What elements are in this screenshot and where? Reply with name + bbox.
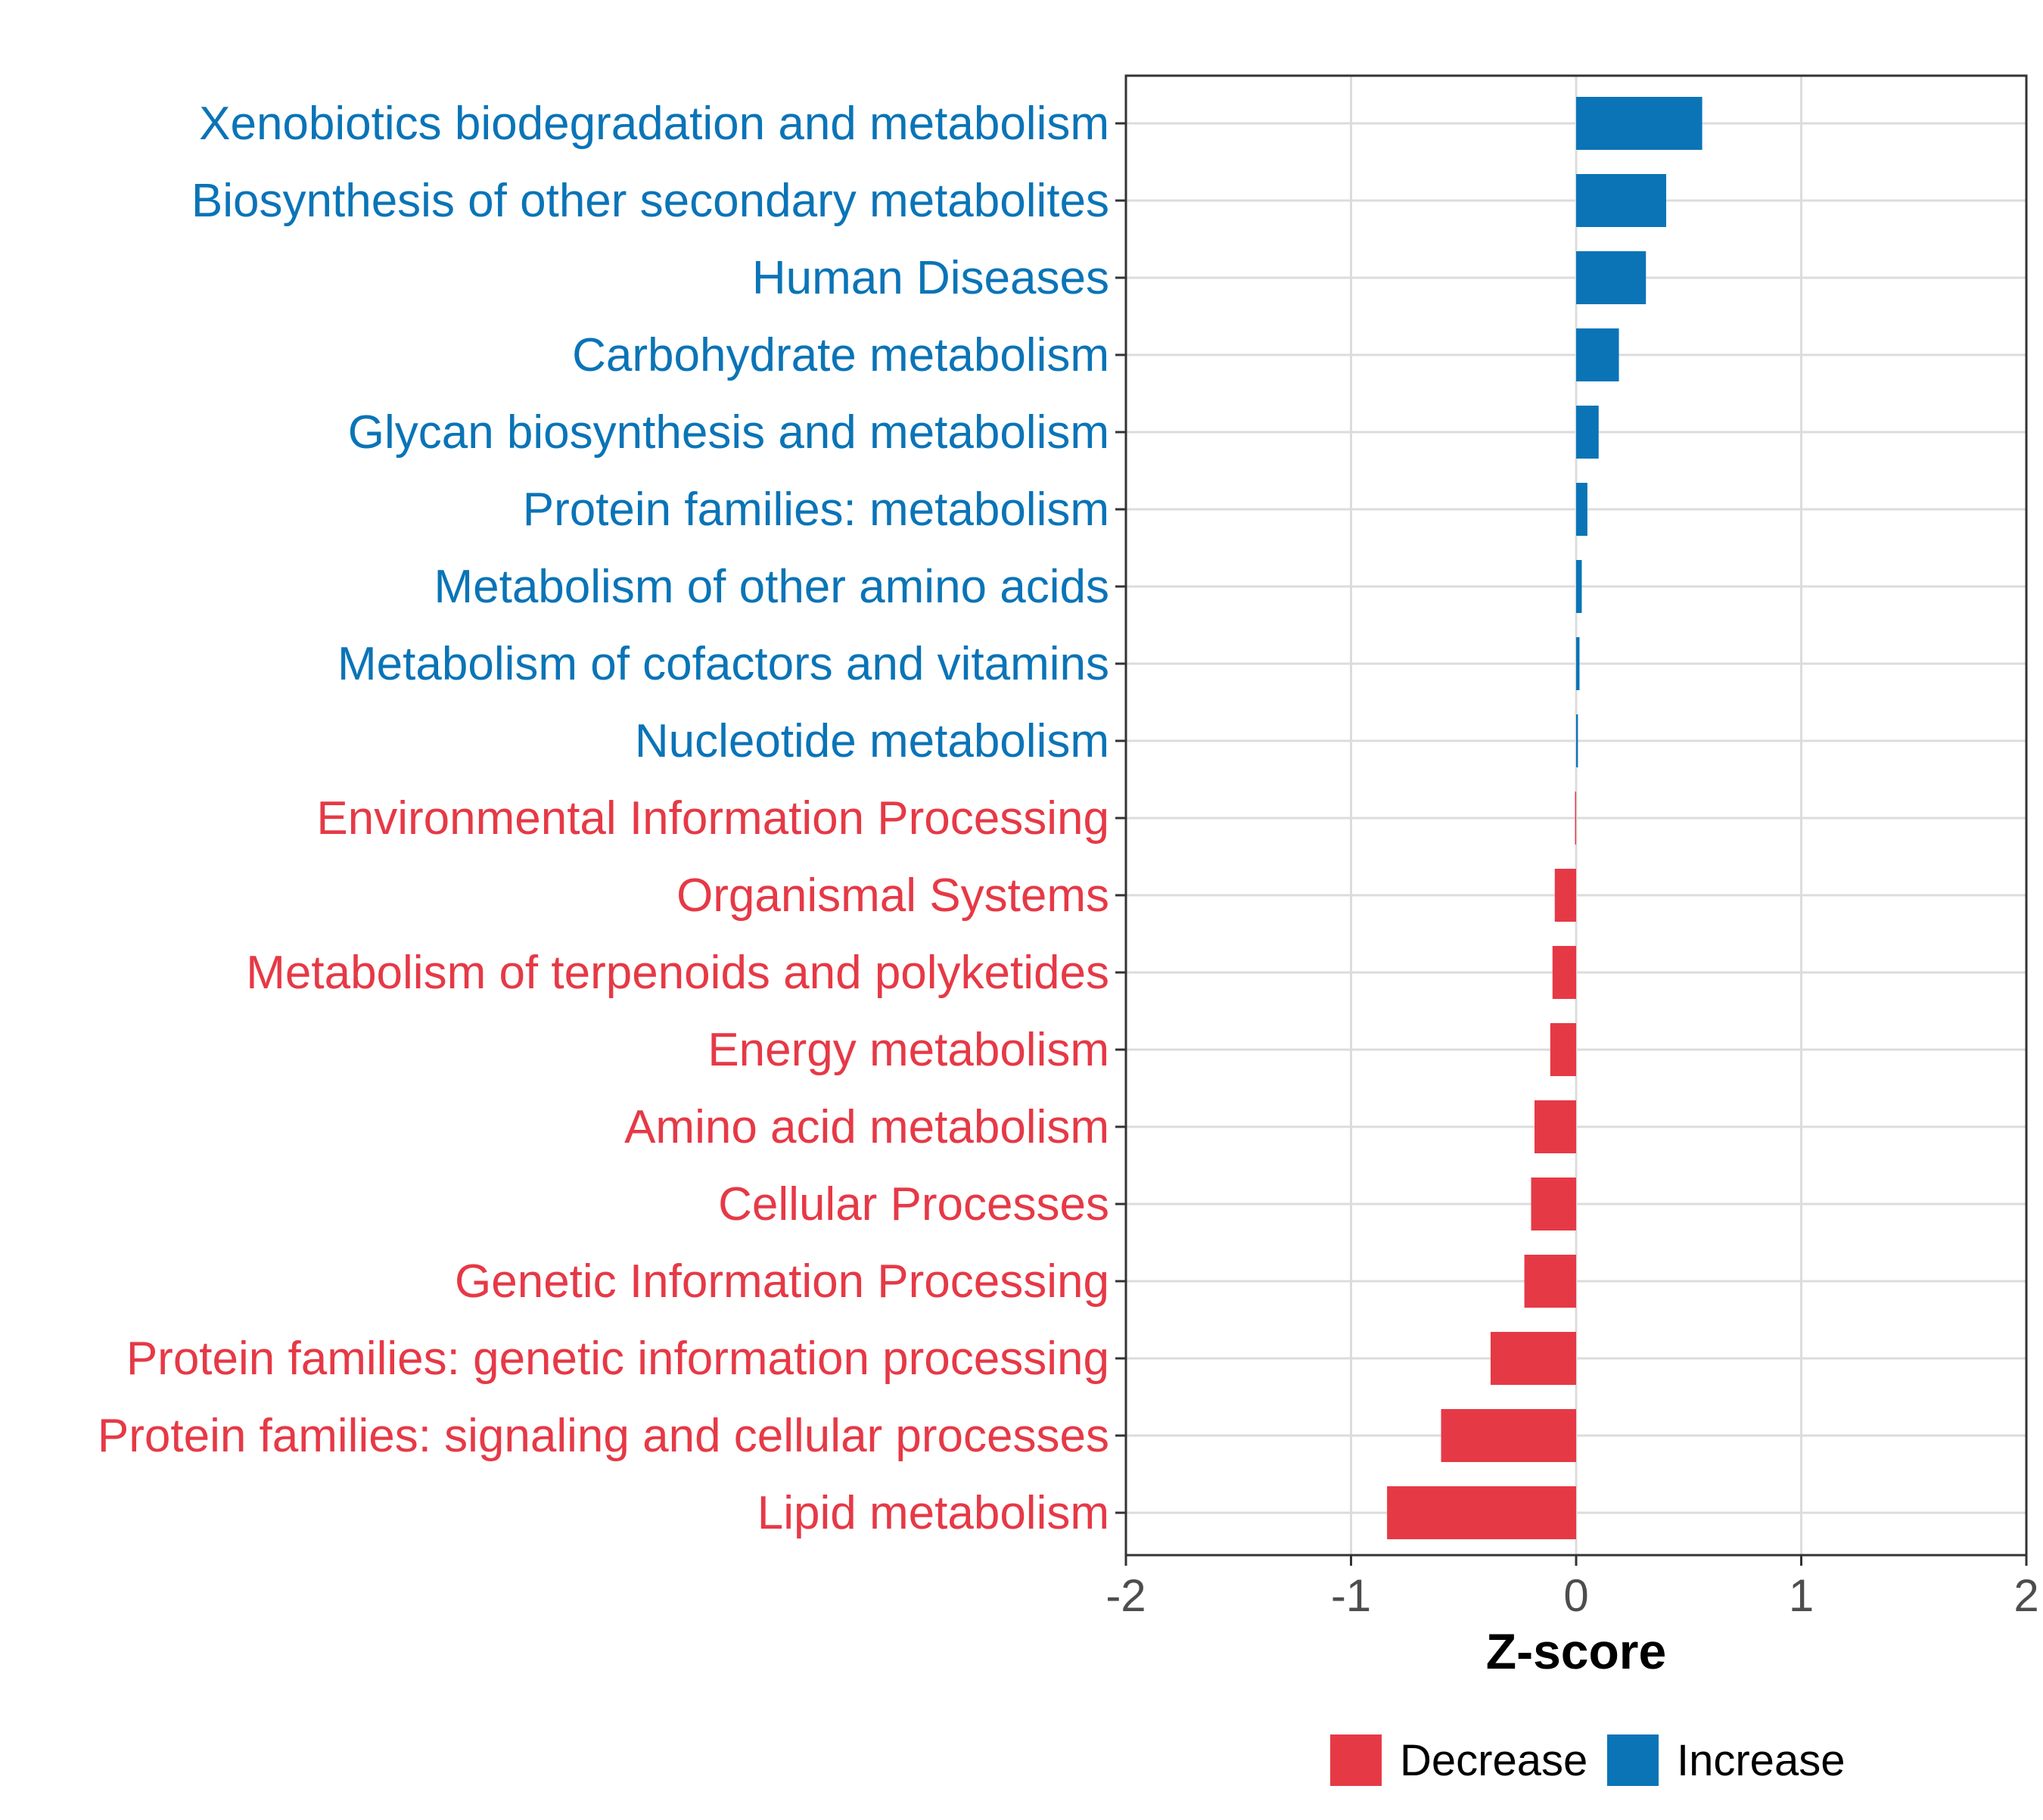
bar [1576,483,1587,536]
legend-label-increase: Increase [1677,1736,1845,1785]
category-label: Xenobiotics biodegradation and metabolis… [199,98,1109,150]
category-label: Amino acid metabolism [624,1101,1109,1153]
category-label: Organismal Systems [676,870,1109,922]
bar [1552,946,1576,999]
bar [1576,97,1702,150]
x-tick-label: 1 [1789,1570,1814,1621]
category-label: Energy metabolism [707,1024,1109,1076]
bar [1534,1100,1576,1153]
category-label: Cellular Processes [718,1178,1109,1230]
bar [1576,406,1599,459]
bar [1441,1409,1576,1462]
y-axis-ticks [1115,122,1126,1514]
category-labels: Xenobiotics biodegradation and metabolis… [98,98,1109,1539]
legend-label-decrease: Decrease [1400,1736,1587,1785]
category-label: Human Diseases [752,252,1109,304]
x-axis-title: Z-score [1486,1623,1666,1679]
category-label: Metabolism of other amino acids [434,561,1109,613]
bar [1575,792,1577,845]
bar [1576,560,1582,613]
category-label: Genetic Information Processing [455,1255,1109,1308]
legend: Decrease Increase [1330,1734,1845,1786]
bar [1387,1486,1576,1539]
x-tick-label: -1 [1331,1570,1371,1621]
bar [1554,869,1576,922]
category-label: Metabolism of terpenoids and polyketides [246,947,1109,999]
x-tick-label: -2 [1105,1570,1146,1621]
category-label: Protein families: signaling and cellular… [98,1410,1109,1462]
bar-layer [1387,97,1702,1539]
bar [1490,1332,1576,1385]
bar [1576,251,1647,304]
bar [1576,328,1619,381]
category-label: Glycan biosynthesis and metabolism [348,406,1109,459]
category-label: Environmental Information Processing [316,792,1109,845]
x-tick-label: 2 [2013,1570,2038,1621]
legend-swatch-increase [1607,1734,1659,1786]
category-label: Nucleotide metabolism [635,715,1109,767]
bar [1550,1023,1576,1076]
category-label: Lipid metabolism [757,1487,1109,1539]
x-tick-label: 0 [1563,1570,1588,1621]
category-label: Biosynthesis of other secondary metaboli… [191,175,1109,227]
category-label: Metabolism of cofactors and vitamins [337,638,1109,690]
bar [1576,174,1666,227]
legend-swatch-decrease [1330,1734,1382,1786]
bar [1531,1178,1576,1230]
x-axis-ticks: -2 -1 0 1 2 [1105,1555,2039,1621]
bar [1576,714,1578,767]
category-label: Protein families: genetic information pr… [126,1333,1109,1385]
bar [1524,1255,1576,1308]
category-label: Protein families: metabolism [523,484,1109,536]
bar [1576,637,1580,690]
category-label: Carbohydrate metabolism [572,329,1109,381]
